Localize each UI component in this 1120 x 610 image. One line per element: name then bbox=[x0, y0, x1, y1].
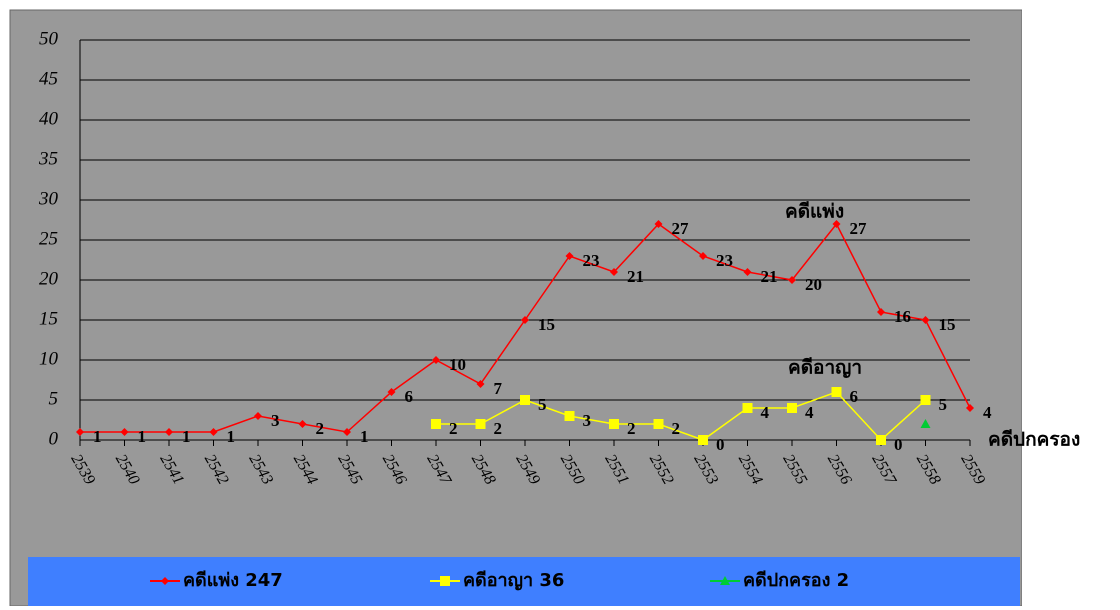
margin bbox=[1022, 0, 1120, 606]
data-label: 23 bbox=[716, 251, 733, 270]
point bbox=[475, 419, 486, 429]
data-label: 21 bbox=[761, 267, 778, 286]
point bbox=[609, 419, 619, 429]
legend-label: คดีอาญา 36 bbox=[463, 570, 564, 591]
chart-background bbox=[9, 9, 1023, 607]
point bbox=[564, 411, 575, 421]
y-tick-label: 35 bbox=[38, 148, 58, 169]
point bbox=[254, 412, 262, 420]
point bbox=[165, 428, 173, 436]
point bbox=[520, 395, 530, 405]
annotation: คดีอาญา bbox=[788, 357, 862, 379]
point bbox=[653, 419, 664, 429]
legend-label: คดีแพ่ง 247 bbox=[183, 570, 283, 591]
point bbox=[698, 435, 708, 445]
data-label: 16 bbox=[894, 307, 911, 326]
legend-label: คดีปกครอง 2 bbox=[743, 570, 849, 591]
point bbox=[432, 356, 440, 364]
point bbox=[921, 316, 930, 324]
point bbox=[787, 403, 797, 413]
point bbox=[920, 395, 931, 405]
point bbox=[877, 308, 885, 316]
y-tick-label: 20 bbox=[39, 268, 59, 289]
data-label: 2 bbox=[672, 419, 681, 438]
point bbox=[699, 252, 707, 260]
data-label: 2 bbox=[449, 419, 458, 438]
data-label: 4 bbox=[805, 403, 814, 422]
data-label: 3 bbox=[583, 411, 592, 430]
point bbox=[120, 428, 129, 436]
data-label: 0 bbox=[894, 435, 903, 454]
y-tick-label: 10 bbox=[39, 348, 59, 369]
data-label: 2 bbox=[316, 419, 325, 438]
point bbox=[788, 276, 796, 284]
y-tick-label: 50 bbox=[39, 28, 59, 49]
data-label: 27 bbox=[850, 219, 868, 238]
y-tick-label: 30 bbox=[38, 188, 59, 209]
data-label: 1 bbox=[93, 427, 102, 446]
y-tick-label: 40 bbox=[39, 108, 59, 129]
data-label: 27 bbox=[672, 219, 690, 238]
data-label: 1 bbox=[138, 427, 147, 446]
point bbox=[76, 428, 84, 436]
point bbox=[832, 220, 841, 228]
point bbox=[742, 403, 753, 413]
data-label: 15 bbox=[538, 315, 555, 334]
y-tick-label: 15 bbox=[39, 308, 58, 329]
point bbox=[876, 435, 886, 445]
point bbox=[920, 419, 931, 428]
point bbox=[476, 380, 485, 388]
y-tick-label: 25 bbox=[39, 228, 58, 249]
point bbox=[610, 268, 618, 276]
data-label: 6 bbox=[850, 387, 859, 406]
point bbox=[521, 316, 529, 324]
data-label: 6 bbox=[405, 387, 414, 406]
annotation: คดีปกครอง bbox=[988, 429, 1080, 451]
point bbox=[654, 220, 663, 228]
point bbox=[387, 388, 396, 396]
point bbox=[431, 419, 441, 429]
data-label: 21 bbox=[627, 267, 644, 286]
data-label: 5 bbox=[538, 395, 547, 414]
data-label: 5 bbox=[939, 395, 948, 414]
point bbox=[298, 420, 307, 428]
annotation: คดีแพ่ง bbox=[785, 201, 844, 223]
point bbox=[565, 252, 574, 260]
data-label: 1 bbox=[227, 427, 236, 446]
data-label: 10 bbox=[449, 355, 466, 374]
point bbox=[209, 428, 218, 436]
legend-background bbox=[28, 557, 1020, 606]
data-label: 23 bbox=[583, 251, 600, 270]
data-label: 2 bbox=[627, 419, 636, 438]
data-label: 7 bbox=[494, 379, 503, 398]
point bbox=[161, 577, 169, 585]
series-line bbox=[436, 391, 927, 442]
data-label: 3 bbox=[271, 411, 280, 430]
data-label: 1 bbox=[360, 427, 369, 446]
data-label: 1 bbox=[182, 427, 191, 446]
y-tick-label: 45 bbox=[39, 68, 58, 89]
point bbox=[831, 387, 842, 397]
y-tick-label: 0 bbox=[49, 428, 59, 449]
data-label: 15 bbox=[939, 315, 956, 334]
data-label: 20 bbox=[805, 275, 822, 294]
data-label: 2 bbox=[494, 419, 503, 438]
point bbox=[743, 268, 752, 276]
point bbox=[966, 404, 974, 412]
data-label: 4 bbox=[983, 403, 992, 422]
point bbox=[343, 428, 351, 436]
y-tick-label: 5 bbox=[49, 388, 59, 409]
data-label: 0 bbox=[716, 435, 725, 454]
data-label: 4 bbox=[761, 403, 770, 422]
point bbox=[720, 576, 730, 585]
point bbox=[440, 576, 450, 586]
